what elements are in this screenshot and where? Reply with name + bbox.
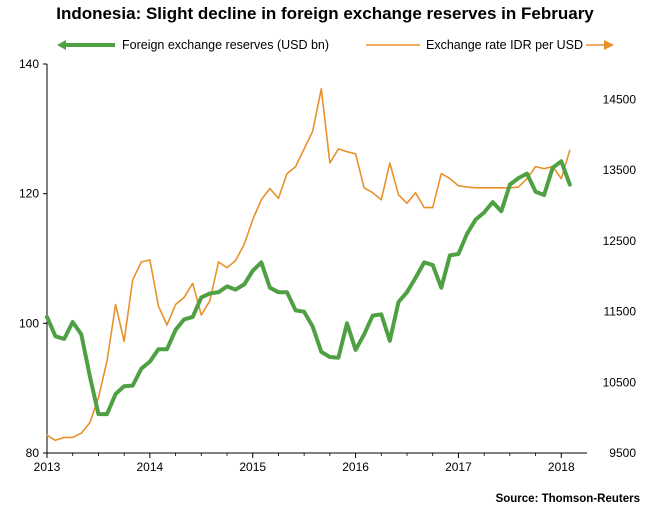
y-right-tick-label: 12500 — [603, 234, 637, 248]
y-right-tick-label: 10500 — [603, 375, 637, 389]
series-line-exchange-rate — [46, 88, 571, 442]
legend-label-exchange-rate: Exchange rate IDR per USD — [426, 38, 583, 52]
series-lines — [45, 88, 572, 442]
y-right-tick-label: 14500 — [603, 92, 637, 106]
y-left-tick-label: 120 — [19, 187, 39, 201]
source-note: Source: Thomson-Reuters — [496, 493, 640, 505]
x-tick-label: 2017 — [445, 460, 472, 474]
axes: 80 100 120 140 9500 10500 11500 12500 13500 14500… — [19, 57, 636, 474]
x-tick-label: 2018 — [548, 460, 575, 474]
y-right-tick-label: 9500 — [609, 446, 636, 460]
y-right-tick-label: 13500 — [603, 163, 637, 177]
y-right-tick-label: 11500 — [604, 305, 637, 319]
legend: Foreign exchange reserves (USD bn) Excha… — [57, 38, 614, 52]
y-left-tick-label: 140 — [19, 57, 39, 71]
x-tick-label: 2015 — [239, 460, 266, 474]
y-left-tick-label: 80 — [26, 446, 40, 460]
series-line-reserves — [45, 159, 572, 417]
y-left-tick-label: 100 — [19, 316, 39, 330]
legend-arrow-right-icon — [604, 40, 614, 50]
chart-title: Indonesia: Slight decline in foreign exc… — [56, 4, 594, 23]
x-tick-label: 2013 — [34, 460, 61, 474]
x-tick-label: 2016 — [342, 460, 369, 474]
legend-label-reserves: Foreign exchange reserves (USD bn) — [122, 38, 329, 52]
legend-arrow-left-icon — [57, 40, 66, 50]
x-tick-label: 2014 — [137, 460, 164, 474]
